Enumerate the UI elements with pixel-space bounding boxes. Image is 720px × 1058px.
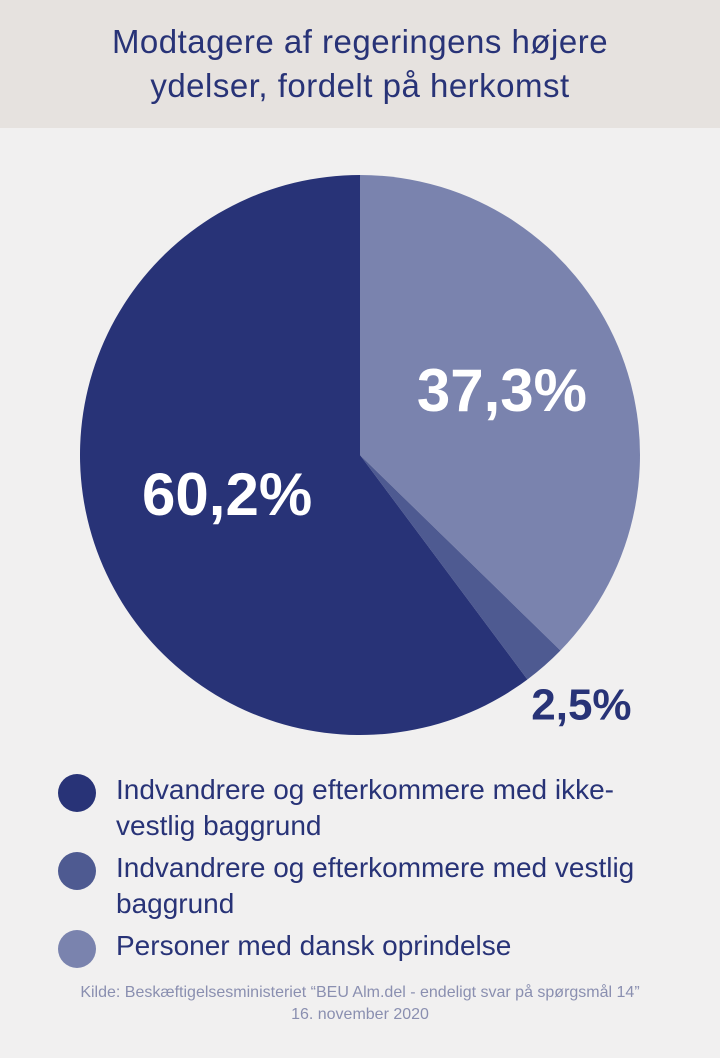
legend-label: Personer med dansk oprindelse	[116, 930, 512, 961]
source: Kilde: Beskæftigelsesministeriet “BEU Al…	[0, 982, 720, 1026]
pie-slice	[360, 175, 640, 651]
legend-label: Indvandrere og efterkommere med vestlig …	[116, 852, 635, 919]
value-label: 2,5%	[531, 680, 631, 729]
legend-swatch	[58, 774, 96, 812]
legend-item: Personer med dansk oprindelse	[58, 928, 698, 968]
legend: Indvandrere og efterkommere med ikke-ves…	[58, 772, 698, 974]
legend-item: Indvandrere og efterkommere med vestlig …	[58, 850, 698, 922]
chart: 37,3% 2,5% 60,2%	[80, 175, 640, 735]
pie-slice	[360, 455, 561, 680]
value-label: 60,2%	[142, 461, 312, 528]
header: Modtagere af regeringens højere ydelser,…	[0, 0, 720, 128]
legend-item: Indvandrere og efterkommere med ikke-ves…	[58, 772, 698, 844]
source-line: Kilde: Beskæftigelsesministeriet “BEU Al…	[80, 984, 640, 1001]
pie-slice	[80, 175, 528, 735]
value-label: 37,3%	[417, 357, 587, 424]
chart-title: Modtagere af regeringens højere ydelser,…	[111, 23, 609, 104]
source-line: 16. november 2020	[291, 1006, 429, 1023]
legend-swatch	[58, 852, 96, 890]
legend-label: Indvandrere og efterkommere med ikke-ves…	[116, 774, 614, 841]
legend-swatch	[58, 930, 96, 968]
